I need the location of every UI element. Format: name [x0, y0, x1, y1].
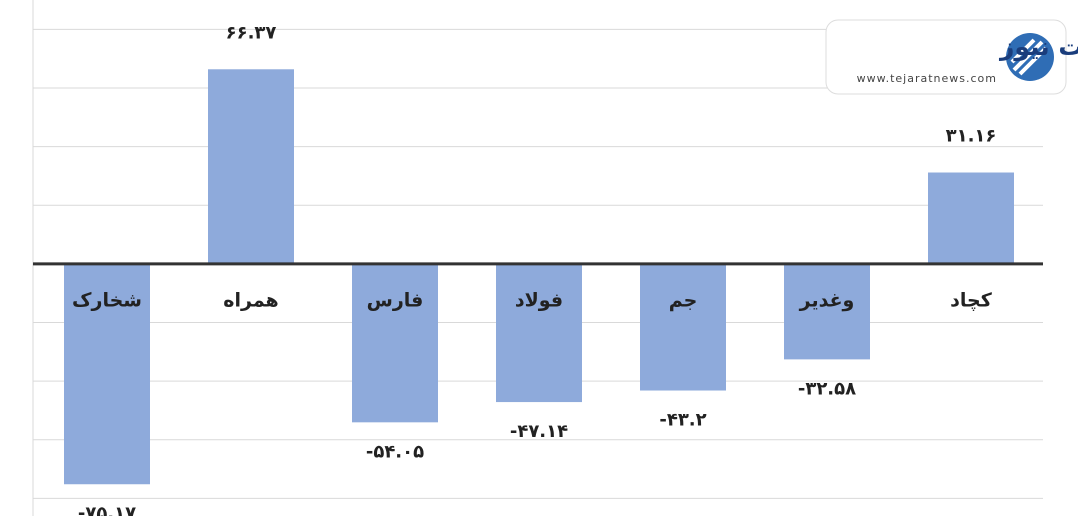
bar	[640, 263, 726, 391]
logo-icon	[1006, 33, 1054, 81]
category-label: فولاد	[515, 289, 563, 311]
category-label: جم	[669, 289, 698, 311]
category-label: همراه	[223, 289, 278, 311]
value-label: -۴۳.۲	[659, 410, 706, 431]
value-label: -۵۴.۰۵	[366, 441, 424, 462]
logo-icon-stripes	[1010, 38, 1048, 76]
bar	[496, 263, 582, 403]
bar	[64, 263, 150, 485]
category-label: فارس	[367, 289, 424, 311]
value-label: ۶۶.۳۷	[226, 22, 277, 43]
bar	[928, 172, 1014, 264]
category-label: کچاد	[950, 289, 993, 311]
logo-box	[825, 19, 1067, 95]
bar	[784, 263, 870, 360]
logo-title: تجارت نیوز	[998, 32, 1078, 62]
value-label: ۳۱.۱۶	[946, 126, 997, 147]
value-label: -۷۵.۱۷	[78, 503, 136, 516]
category-label: شخارک	[72, 289, 142, 311]
value-label: -۴۷.۱۴	[510, 421, 568, 442]
bar	[208, 69, 294, 264]
plot-area: شخارک -۷۵.۱۷ همراه ۶۶.۳۷ فارس -۵۴.۰۵ فولاد -۴۷.…	[33, 22, 1043, 516]
logo: تجارت نیوز www.tejaratnews.com	[825, 19, 1078, 95]
value-label: -۳۲.۵۸	[798, 378, 856, 399]
category-label: وغدیر	[799, 289, 855, 311]
logo-url: www.tejaratnews.com	[857, 72, 997, 85]
bar	[352, 263, 438, 423]
